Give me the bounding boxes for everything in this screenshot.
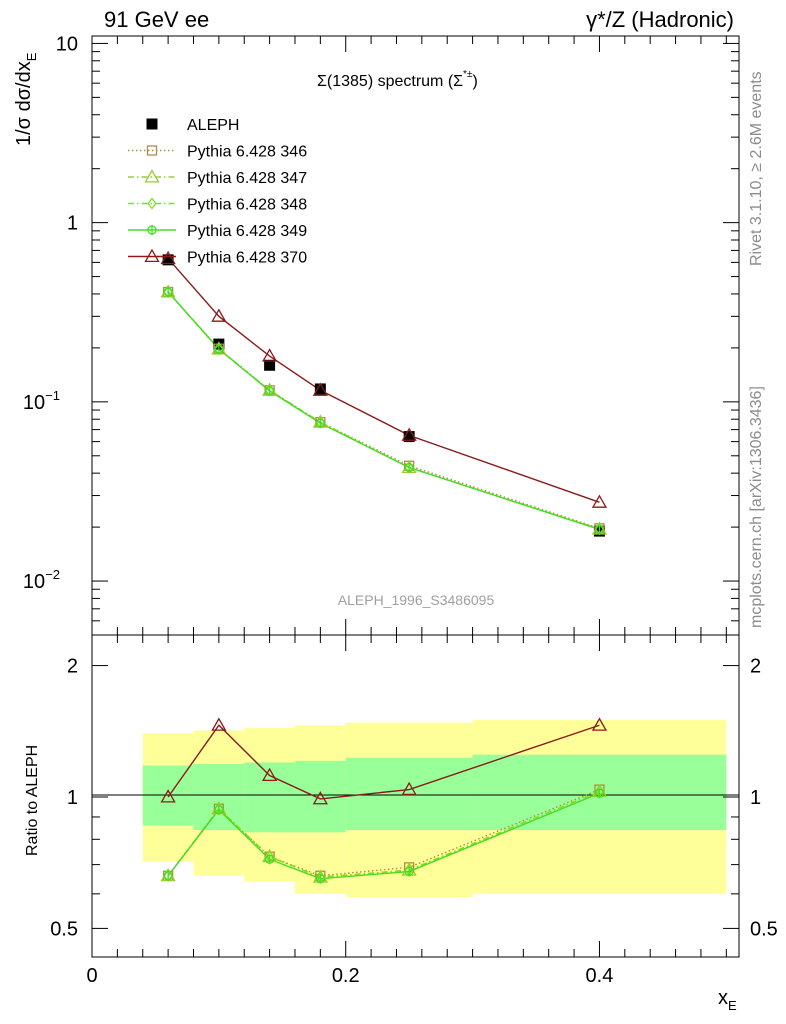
rivet-version-label: Rivet 3.1.10, ≥ 2.6M events <box>748 71 765 266</box>
legend-label-5: Pythia 6.428 370 <box>187 250 307 267</box>
point-s4-4 <box>404 462 414 473</box>
ratio-ytick-label-right-1: 1 <box>750 787 761 809</box>
ytick-label-2: 10−1 <box>23 388 60 414</box>
point-s0-0 <box>162 254 174 266</box>
ratio-point-s3-1 <box>214 804 224 815</box>
ratio-point-s4-5 <box>591 717 608 731</box>
point-s5-5 <box>591 494 608 508</box>
ratio-plot-ticks: 2 2 1 1 0.5 0.5 0 0.2 0.4 <box>50 635 778 987</box>
legend-marker-4 <box>147 225 157 235</box>
ratio-ytick-label-left-0: 2 <box>67 656 78 678</box>
main-plot-series-lines <box>167 258 600 531</box>
legend-marker-1 <box>146 145 158 156</box>
header-right-label: γ*/Z (Hadronic) <box>586 7 734 32</box>
point-s4-5 <box>594 524 605 535</box>
ratio-ytick-label-right-2: 0.5 <box>750 918 778 940</box>
point-s0-2 <box>264 359 276 371</box>
legend-label-3: Pythia 6.428 348 <box>187 197 307 214</box>
ratio-markers <box>160 717 608 884</box>
band-green-0 <box>142 765 194 826</box>
point-s4-3 <box>315 418 326 429</box>
ratio-line-3 <box>167 792 600 880</box>
point-s0-3 <box>314 383 326 395</box>
legend-marker-5 <box>144 248 160 263</box>
ytick-label-3: 10−2 <box>23 567 60 593</box>
band-green-2 <box>244 762 295 833</box>
main-plot-ylabel: 1/σ dσ/dxE <box>13 52 39 146</box>
legend-label-2: Pythia 6.428 347 <box>187 170 307 187</box>
point-s0-4 <box>403 431 415 443</box>
band-green-1 <box>193 764 245 831</box>
ratio-line-4 <box>167 724 600 800</box>
ratio-ytick-label-left-1: 1 <box>67 787 78 809</box>
x-axis-label: xE <box>718 987 737 1013</box>
point-s5-3 <box>312 382 328 396</box>
ratio-point-s4-4 <box>401 781 417 796</box>
ratio-point-s3-5 <box>594 788 605 799</box>
xtick-label-1: 0.2 <box>332 965 360 987</box>
point-s4-0 <box>163 287 173 298</box>
ratio-ylabel: Ratio to ALEPH <box>24 745 41 856</box>
xtick-label-0: 0 <box>86 965 97 987</box>
analysis-watermark: ALEPH_1996_S3486095 <box>338 592 495 608</box>
ratio-ytick-label-right-0: 2 <box>750 656 761 678</box>
ratio-point-s3-3 <box>315 873 326 884</box>
point-s5-4 <box>401 427 417 441</box>
point-s5-0 <box>160 250 176 265</box>
legend-marker-2 <box>144 169 160 183</box>
point-s5-1 <box>211 308 227 322</box>
legend-marker-0 <box>146 118 158 130</box>
header-left-label: 91 GeV ee <box>104 7 209 32</box>
legend: ALEPH Pythia 6.428 346 Pythia 6.428 347 Pyt… <box>128 117 307 267</box>
legend-marker-3 <box>147 197 157 210</box>
ratio-point-s4-1 <box>211 717 227 731</box>
ratio-point-s4-3 <box>312 791 328 805</box>
point-s4-1 <box>214 344 224 355</box>
title-superscript: *± <box>463 69 473 80</box>
xtick-label-2: 0.4 <box>586 965 614 987</box>
legend-label-4: Pythia 6.428 349 <box>187 223 307 240</box>
main-plot-markers <box>160 250 608 537</box>
ratio-point-s4-2 <box>261 767 278 782</box>
title-closing: ) <box>472 73 477 90</box>
ratio-plot-frame <box>91 634 740 958</box>
main-plot-ticks: 10 1 10−1 10−2 <box>23 33 739 636</box>
ratio-uncertainty-bands <box>142 720 727 898</box>
ratio-point-s3-4 <box>404 866 414 877</box>
point-s5-2 <box>261 348 278 362</box>
ytick-label-0: 10 <box>56 33 78 55</box>
legend-label-1: Pythia 6.428 346 <box>187 144 307 161</box>
ratio-series-lines <box>167 724 600 880</box>
point-s4-2 <box>264 385 275 396</box>
ratio-point-s4-0 <box>160 789 176 803</box>
ytick-label-1: 1 <box>67 213 78 235</box>
series-line-4 <box>167 291 600 531</box>
ratio-point-s3-2 <box>264 854 275 865</box>
legend-label-0: ALEPH <box>187 117 239 134</box>
mcplots-reference-label: mcplots.cern.ch [arXiv:1306.3436] <box>748 386 765 628</box>
main-plot-title: Σ(1385) spectrum (Σ*±) <box>317 69 478 90</box>
ratio-point-s3-0 <box>163 870 173 881</box>
series-line-5 <box>167 258 600 503</box>
ratio-ytick-label-left-2: 0.5 <box>50 918 78 940</box>
